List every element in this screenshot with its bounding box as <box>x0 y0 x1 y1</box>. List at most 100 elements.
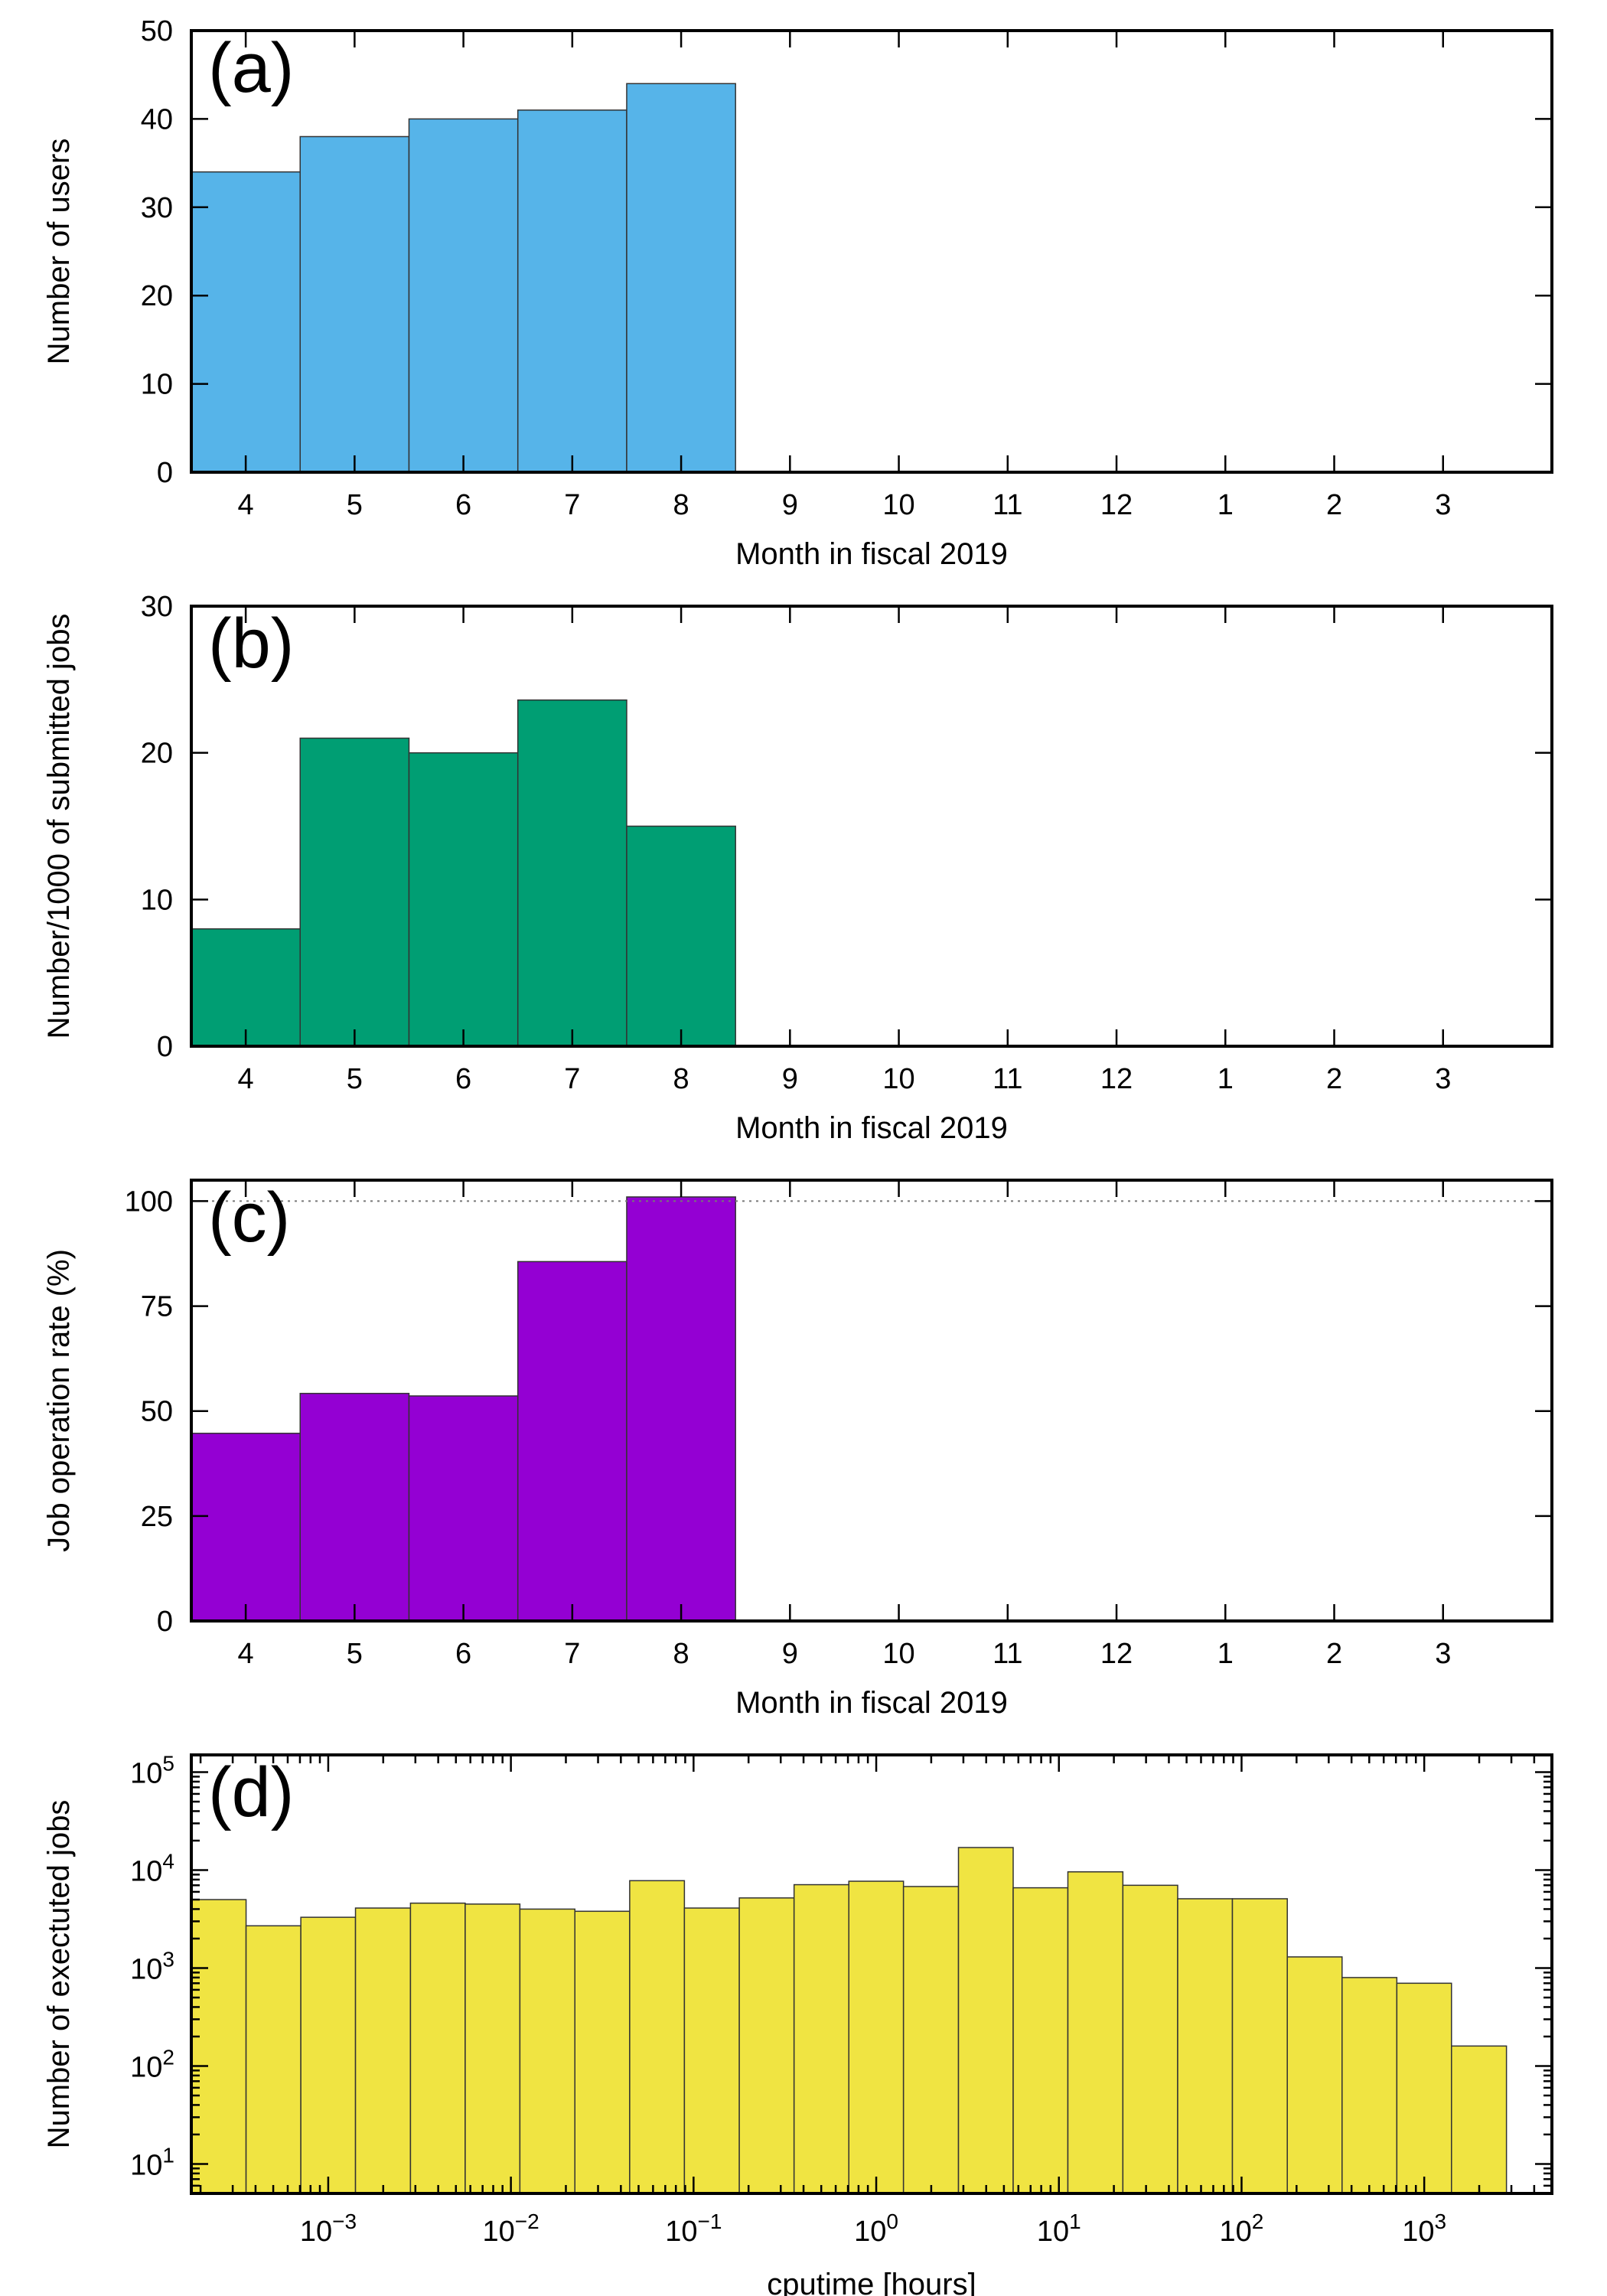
x-tick-label: 8 <box>673 489 689 521</box>
x-tick-label: 7 <box>564 489 580 521</box>
y-tick-label: 40 <box>141 103 173 135</box>
x-tick-label: 10−1 <box>665 2210 722 2248</box>
bar <box>626 825 736 1047</box>
plot-frame <box>190 29 1553 474</box>
y-tick-label: 10 <box>141 369 173 401</box>
x-axis-title: Month in fiscal 2019 <box>735 1111 1008 1145</box>
histogram-bar <box>1012 1887 1069 2194</box>
y-tick-label: 102 <box>130 2045 174 2083</box>
bar <box>299 1392 410 1622</box>
y-tick-label: 0 <box>157 457 173 489</box>
x-tick-label: 11 <box>993 1638 1022 1670</box>
histogram-bar <box>191 1899 247 2194</box>
y-tick-label: 10 <box>141 884 173 916</box>
y-tick-label: 50 <box>141 15 173 47</box>
bar <box>517 699 627 1047</box>
histogram-bar <box>902 1886 960 2194</box>
y-axis-title: Number of users <box>42 139 76 365</box>
x-tick-label: 9 <box>782 1638 798 1670</box>
x-tick-label: 7 <box>564 1063 580 1095</box>
histogram-bar <box>957 1847 1014 2194</box>
x-tick-label: 6 <box>455 489 471 521</box>
x-tick-label-base: 10 <box>665 2216 697 2248</box>
y-tick-label: 0 <box>157 1606 173 1638</box>
x-tick-label: 5 <box>347 1063 363 1095</box>
x-tick-label: 2 <box>1326 1063 1342 1095</box>
plot-frame <box>190 605 1553 1048</box>
panel-letter: (a) <box>208 29 294 107</box>
y-axis-title: Number of exectuted jobs <box>42 1800 76 2149</box>
x-tick-label-exponent: 2 <box>1252 2210 1264 2233</box>
histogram-bar <box>1067 1871 1124 2194</box>
histogram-bar <box>1231 1898 1288 2194</box>
bar <box>191 928 301 1047</box>
x-tick-label: 103 <box>1402 2210 1446 2248</box>
y-axis-title: Number/1000 of submitted jobs <box>42 614 76 1039</box>
panel-letter: (d) <box>208 1753 294 1831</box>
panel-letter: (b) <box>208 605 294 683</box>
x-tick-label-base: 10 <box>1402 2216 1434 2248</box>
y-tick-label: 50 <box>141 1396 173 1428</box>
x-tick-label: 101 <box>1037 2210 1081 2248</box>
plot-frame <box>190 1179 1553 1623</box>
histogram-bar <box>1396 1982 1452 2194</box>
y-tick-label: 25 <box>141 1501 173 1533</box>
x-tick-label-exponent: 3 <box>1435 2210 1447 2233</box>
bar <box>626 1196 736 1622</box>
histogram-bar <box>519 1908 575 2194</box>
histogram-bar <box>793 1883 849 2194</box>
histogram-bar <box>1286 1956 1343 2194</box>
histogram-bar <box>1122 1884 1178 2194</box>
y-tick-label-exponent: 1 <box>162 2143 174 2167</box>
bar <box>408 752 519 1047</box>
x-tick-label: 12 <box>1100 1638 1133 1670</box>
x-tick-label: 10−3 <box>300 2210 357 2248</box>
x-tick-label-base: 10 <box>483 2216 515 2248</box>
y-tick-label-base: 10 <box>130 2051 162 2083</box>
y-tick-label: 104 <box>130 1850 174 1888</box>
x-tick-label-base: 10 <box>854 2216 886 2248</box>
x-tick-label: 5 <box>347 489 363 521</box>
y-tick-label-exponent: 4 <box>162 1850 174 1874</box>
histogram-bar <box>1177 1898 1234 2194</box>
y-tick-label-base: 10 <box>130 1758 162 1790</box>
x-tick-label-exponent: 0 <box>886 2210 898 2233</box>
histogram-bar <box>354 1907 412 2194</box>
plot-frame <box>190 1753 1553 2195</box>
histogram-bar <box>574 1910 631 2194</box>
x-tick-label-base: 10 <box>1037 2216 1069 2248</box>
histogram-bar <box>738 1897 795 2194</box>
x-tick-label: 10−2 <box>483 2210 539 2248</box>
x-tick-label: 3 <box>1435 1638 1451 1670</box>
x-axis-title: cputime [hours] <box>767 2268 976 2296</box>
x-tick-label: 1 <box>1217 489 1234 521</box>
x-tick-label: 6 <box>455 1063 471 1095</box>
bar <box>191 1433 301 1622</box>
y-tick-label-base: 10 <box>130 1954 162 1986</box>
x-tick-label: 11 <box>993 489 1022 521</box>
bar <box>626 83 736 473</box>
x-tick-label: 3 <box>1435 1063 1451 1095</box>
y-tick-label: 30 <box>141 591 173 623</box>
x-tick-label: 8 <box>673 1638 689 1670</box>
bar <box>191 171 301 473</box>
x-tick-label: 9 <box>782 489 798 521</box>
histogram-bar <box>629 1880 686 2194</box>
x-tick-label: 2 <box>1326 489 1342 521</box>
x-tick-label-base: 10 <box>1220 2216 1252 2248</box>
x-tick-label-base: 10 <box>300 2216 332 2248</box>
histogram-bar <box>245 1925 302 2194</box>
y-tick-label: 75 <box>141 1291 173 1323</box>
bar <box>408 1395 519 1622</box>
y-tick-label: 101 <box>130 2143 174 2181</box>
x-tick-label: 10 <box>882 1063 914 1095</box>
x-tick-label: 12 <box>1100 1063 1133 1095</box>
x-tick-label: 12 <box>1100 489 1133 521</box>
x-axis-title: Month in fiscal 2019 <box>735 537 1008 571</box>
x-tick-label: 7 <box>564 1638 580 1670</box>
y-tick-label: 20 <box>141 738 173 770</box>
x-tick-label: 9 <box>782 1063 798 1095</box>
